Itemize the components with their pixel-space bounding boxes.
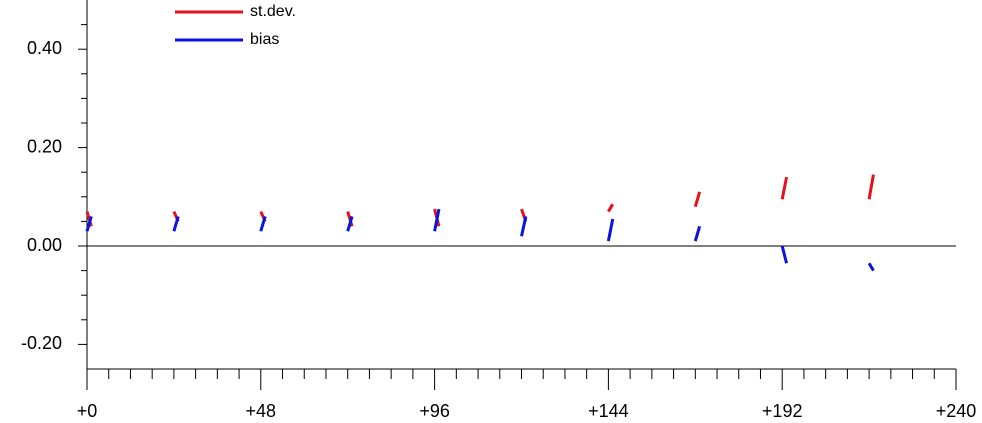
- y-tick-label: 0.40: [27, 38, 62, 58]
- x-tick-label: +48: [246, 401, 277, 421]
- x-tick-label: +96: [419, 401, 450, 421]
- series-line: [85, 208, 875, 272]
- series-line: [85, 174, 875, 227]
- x-tick-label: +0: [77, 401, 98, 421]
- y-tick-label: 0.00: [27, 235, 62, 255]
- legend-label: bias: [250, 31, 279, 48]
- legend-label: st.dev.: [250, 3, 296, 20]
- x-tick-label: +192: [762, 401, 803, 421]
- y-tick-label: 0.20: [27, 136, 62, 156]
- x-tick-label: +240: [936, 401, 977, 421]
- x-tick-label: +144: [588, 401, 629, 421]
- y-tick-label: -0.20: [21, 333, 62, 353]
